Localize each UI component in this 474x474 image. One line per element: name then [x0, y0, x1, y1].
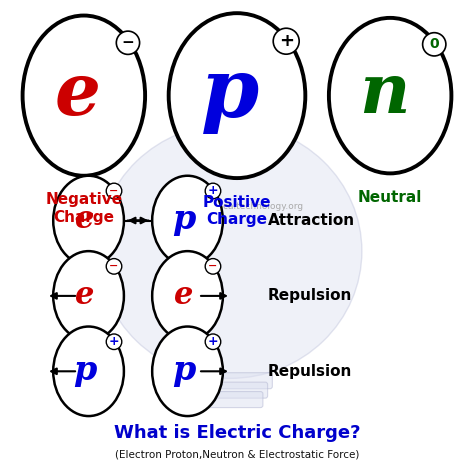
Circle shape	[205, 334, 221, 349]
Text: n: n	[359, 60, 409, 128]
Text: −: −	[122, 35, 134, 50]
Text: e: e	[174, 280, 194, 310]
Text: e: e	[75, 204, 95, 235]
Circle shape	[116, 31, 140, 55]
Text: +: +	[208, 184, 219, 198]
Text: +: +	[109, 335, 119, 348]
Ellipse shape	[53, 327, 124, 416]
FancyBboxPatch shape	[197, 392, 263, 408]
FancyBboxPatch shape	[192, 382, 268, 398]
Circle shape	[205, 183, 221, 199]
Text: +: +	[208, 335, 219, 348]
Circle shape	[106, 183, 122, 199]
Circle shape	[273, 28, 299, 54]
Text: 0: 0	[429, 37, 439, 51]
Text: −: −	[109, 186, 118, 196]
Ellipse shape	[152, 327, 223, 416]
Text: e: e	[75, 280, 95, 310]
Text: p: p	[173, 354, 196, 387]
Ellipse shape	[152, 251, 223, 341]
Ellipse shape	[53, 176, 124, 265]
Text: Attraction: Attraction	[268, 213, 355, 228]
Text: +: +	[279, 32, 294, 50]
Text: p: p	[73, 354, 97, 387]
Ellipse shape	[169, 13, 305, 178]
Text: p: p	[201, 54, 259, 134]
Ellipse shape	[329, 18, 451, 173]
Circle shape	[106, 334, 122, 349]
Text: Neutral: Neutral	[358, 190, 422, 205]
Ellipse shape	[152, 176, 223, 265]
Ellipse shape	[53, 251, 124, 341]
Circle shape	[423, 33, 446, 56]
Text: −: −	[208, 261, 218, 271]
Ellipse shape	[23, 16, 145, 176]
Text: Repulsion: Repulsion	[268, 288, 352, 303]
Text: −: −	[109, 261, 118, 271]
FancyBboxPatch shape	[188, 373, 273, 389]
Ellipse shape	[98, 124, 362, 378]
Text: What is Electric Charge?: What is Electric Charge?	[114, 424, 360, 442]
Text: p: p	[173, 203, 196, 236]
Text: (Electron Proton,Neutron & Electrostatic Force): (Electron Proton,Neutron & Electrostatic…	[115, 450, 359, 460]
Text: www.electricaltechnology.org: www.electricaltechnology.org	[171, 202, 303, 211]
Text: Repulsion: Repulsion	[268, 364, 352, 379]
Text: Positive
Charge: Positive Charge	[203, 195, 271, 227]
Circle shape	[205, 259, 221, 274]
Text: Negative
Charge: Negative Charge	[46, 192, 122, 225]
Circle shape	[106, 259, 122, 274]
Text: e: e	[55, 58, 101, 129]
